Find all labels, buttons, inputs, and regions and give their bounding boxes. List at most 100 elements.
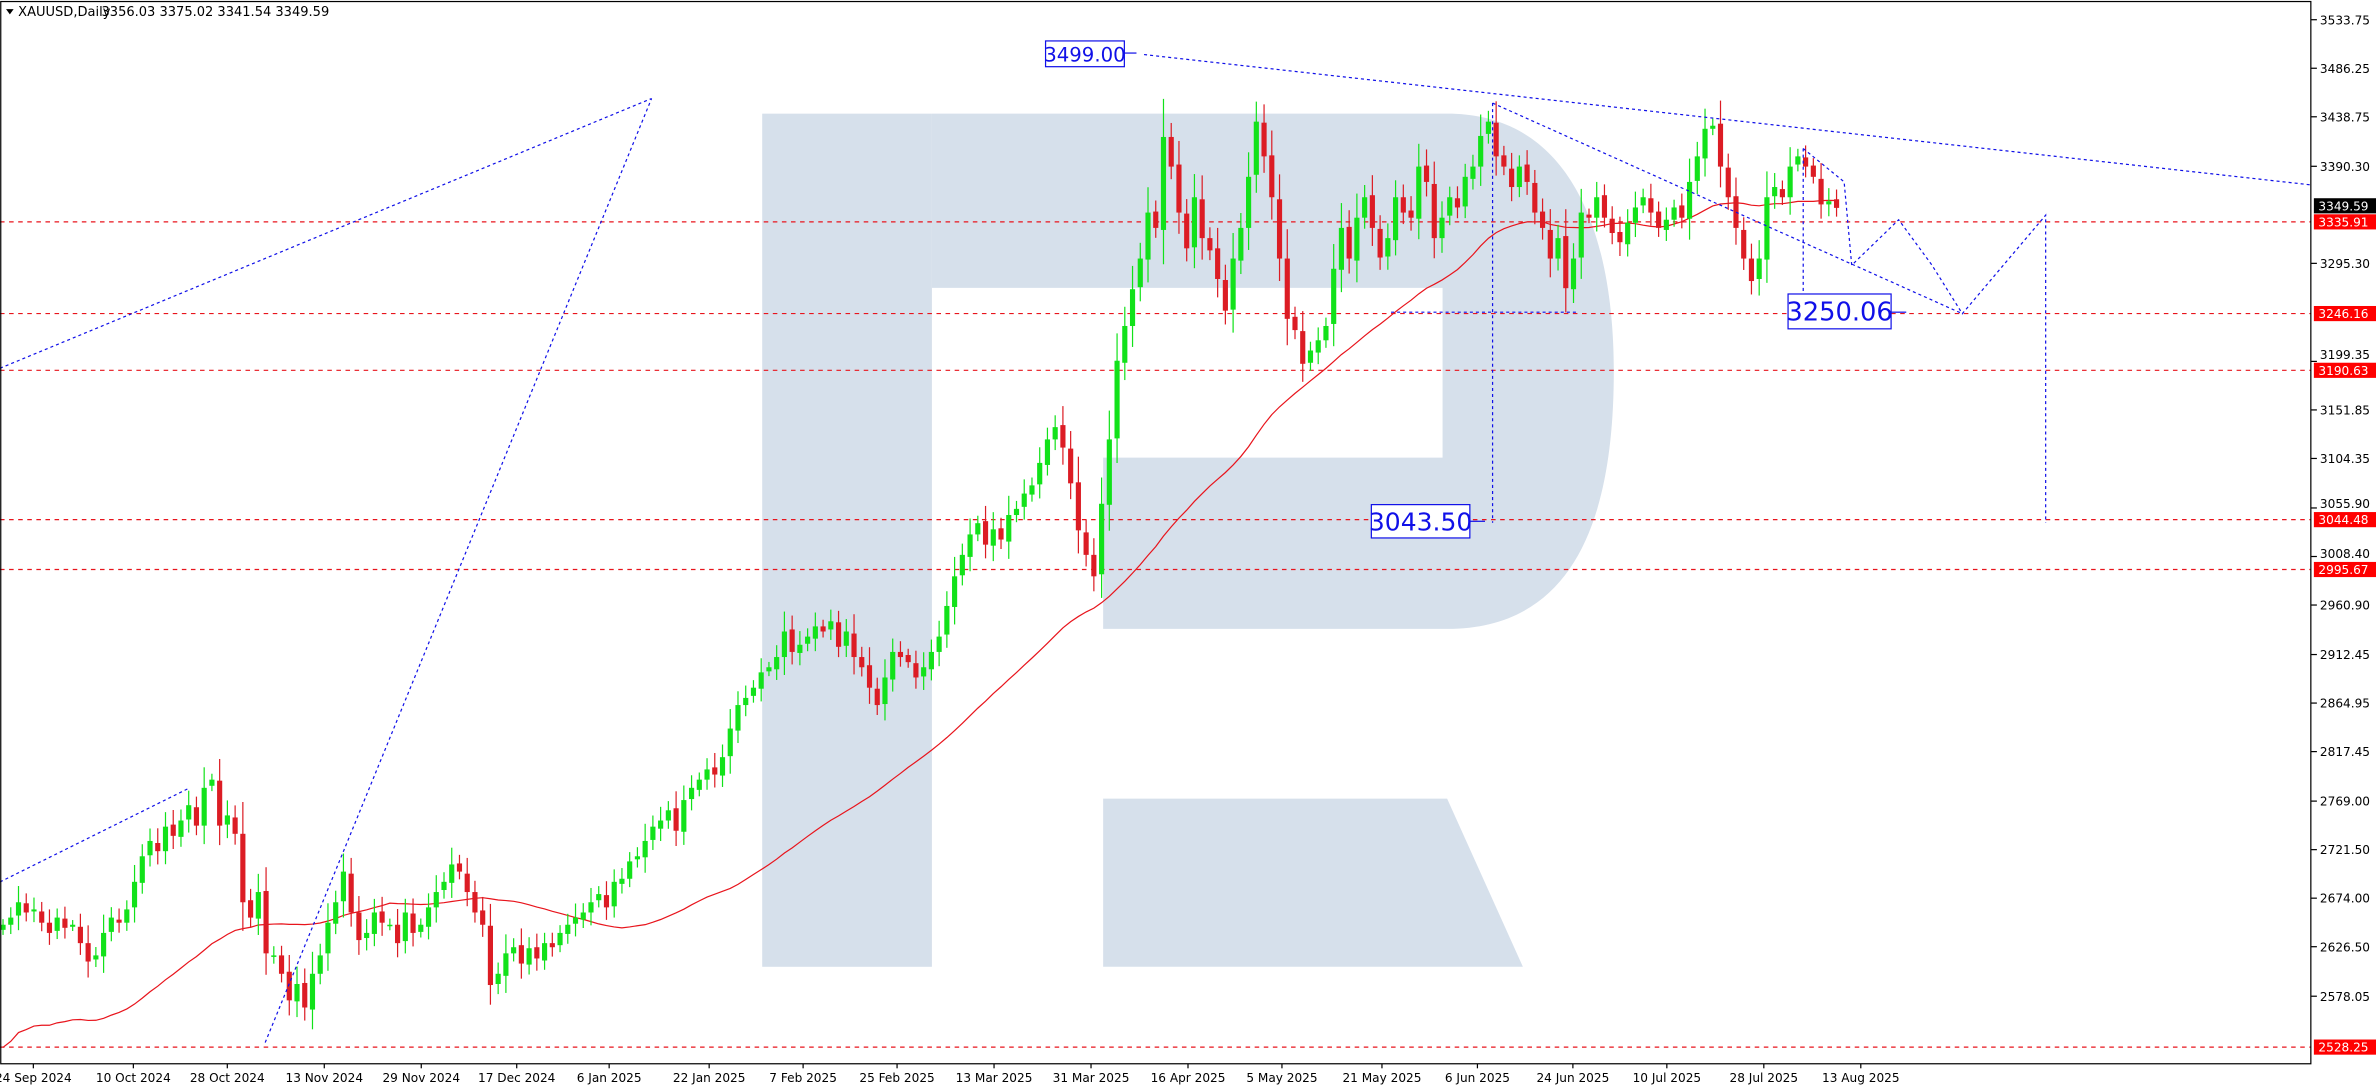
candle [789,615,795,665]
annotation-3499[interactable]: 3499.00 [1044,40,1126,68]
candle [518,928,524,979]
candle-body [302,982,308,1008]
candle-body [271,955,277,957]
candle-body [642,840,648,858]
x-tick-label: 25 Feb 2025 [859,1071,934,1085]
candle [1207,227,1213,261]
svg-text:3044.48: 3044.48 [2318,513,2368,527]
candle-body [1052,427,1058,440]
y-tick-label: 2674.00 [2320,892,2370,906]
candle [263,867,269,975]
candle-body [1431,183,1437,239]
forecast-path[interactable] [1802,148,2047,523]
candle-body [178,820,184,837]
candle-body [456,863,463,872]
candle-body [557,932,563,946]
candle [588,887,594,926]
dropdown-triangle-icon[interactable] [6,9,14,15]
candle-body [85,943,91,962]
x-tick-label: 28 Jul 2025 [1730,1071,1799,1085]
candle [1532,169,1538,225]
candle [54,908,60,940]
candle [1578,188,1584,279]
candle [774,645,780,680]
candle-body [1833,199,1840,208]
candle-body [549,943,555,948]
candle [1393,180,1399,256]
candle [108,907,114,942]
trendline[interactable] [0,787,190,883]
candle [542,932,548,970]
candle-body [418,924,424,932]
candle [1068,431,1074,500]
candle-body [62,918,68,928]
support-trendline[interactable] [1492,102,1963,315]
candle [835,610,842,658]
candle [1539,198,1546,240]
candle-body [101,932,107,957]
candle [1346,210,1352,274]
candle-body [936,636,942,652]
candle-body [1037,462,1043,485]
candle-body [1539,211,1546,228]
candle-body [387,924,393,927]
candle [1052,415,1058,451]
candle-body [379,911,385,923]
candle-body [425,907,432,927]
candle [1717,100,1724,188]
candle [1663,207,1669,241]
candle [1292,306,1298,340]
candle [619,868,625,894]
candle [642,823,648,873]
candle-body [1129,289,1136,326]
y-tick-label: 2960.90 [2320,599,2370,613]
candle-body [464,873,470,893]
candle-body [340,871,347,902]
candle [379,896,385,936]
candle [495,962,501,995]
candle [704,758,710,790]
candle [1075,456,1081,554]
candle-body [890,651,896,680]
candle [1454,186,1461,219]
candle [441,872,447,899]
candle-body [108,917,114,932]
candle-body [240,833,246,903]
candle [727,709,733,774]
candle-body [248,900,254,918]
candle [890,638,896,692]
candle-body [921,667,927,677]
candle [1060,406,1066,465]
candle-body [317,955,323,974]
candle-body [681,800,687,832]
candle-body [1555,238,1561,259]
candle [1145,187,1151,283]
candle-body [1269,155,1275,198]
candle [131,864,138,923]
candle-body [542,943,548,961]
candle [1439,201,1445,253]
candle-body [93,955,99,960]
candle-body [774,657,780,670]
price-axis[interactable]: 3335.91 3246.16 3190.63 3044.48 2995.67 2528.… [2310,13,2376,1055]
candle-body [1454,198,1461,208]
x-tick-label: 6 Jan 2025 [577,1071,642,1085]
resistance-trendline[interactable] [1143,53,2311,186]
candle-body [1439,217,1445,239]
candle [897,641,904,667]
candle-body [882,677,888,705]
candle [1222,264,1228,325]
candle-body [990,529,996,546]
candle [1686,158,1693,240]
trendline[interactable] [0,97,652,369]
trendline[interactable] [264,98,653,1043]
candle-body [441,881,447,891]
candle-body [325,922,331,954]
annotation-3043[interactable]: 3043.50 [1369,504,1472,539]
candle-body [348,873,354,913]
time-axis[interactable]: 24 Sep 2024 10 Oct 2024 28 Oct 2024 13 Nov … [0,1063,1900,1085]
annotation-3250[interactable]: 3250.06 [1786,293,1893,330]
ohlc-values: 3356.03 3375.02 3341.54 3349.59 [102,5,330,20]
candle [952,556,958,625]
